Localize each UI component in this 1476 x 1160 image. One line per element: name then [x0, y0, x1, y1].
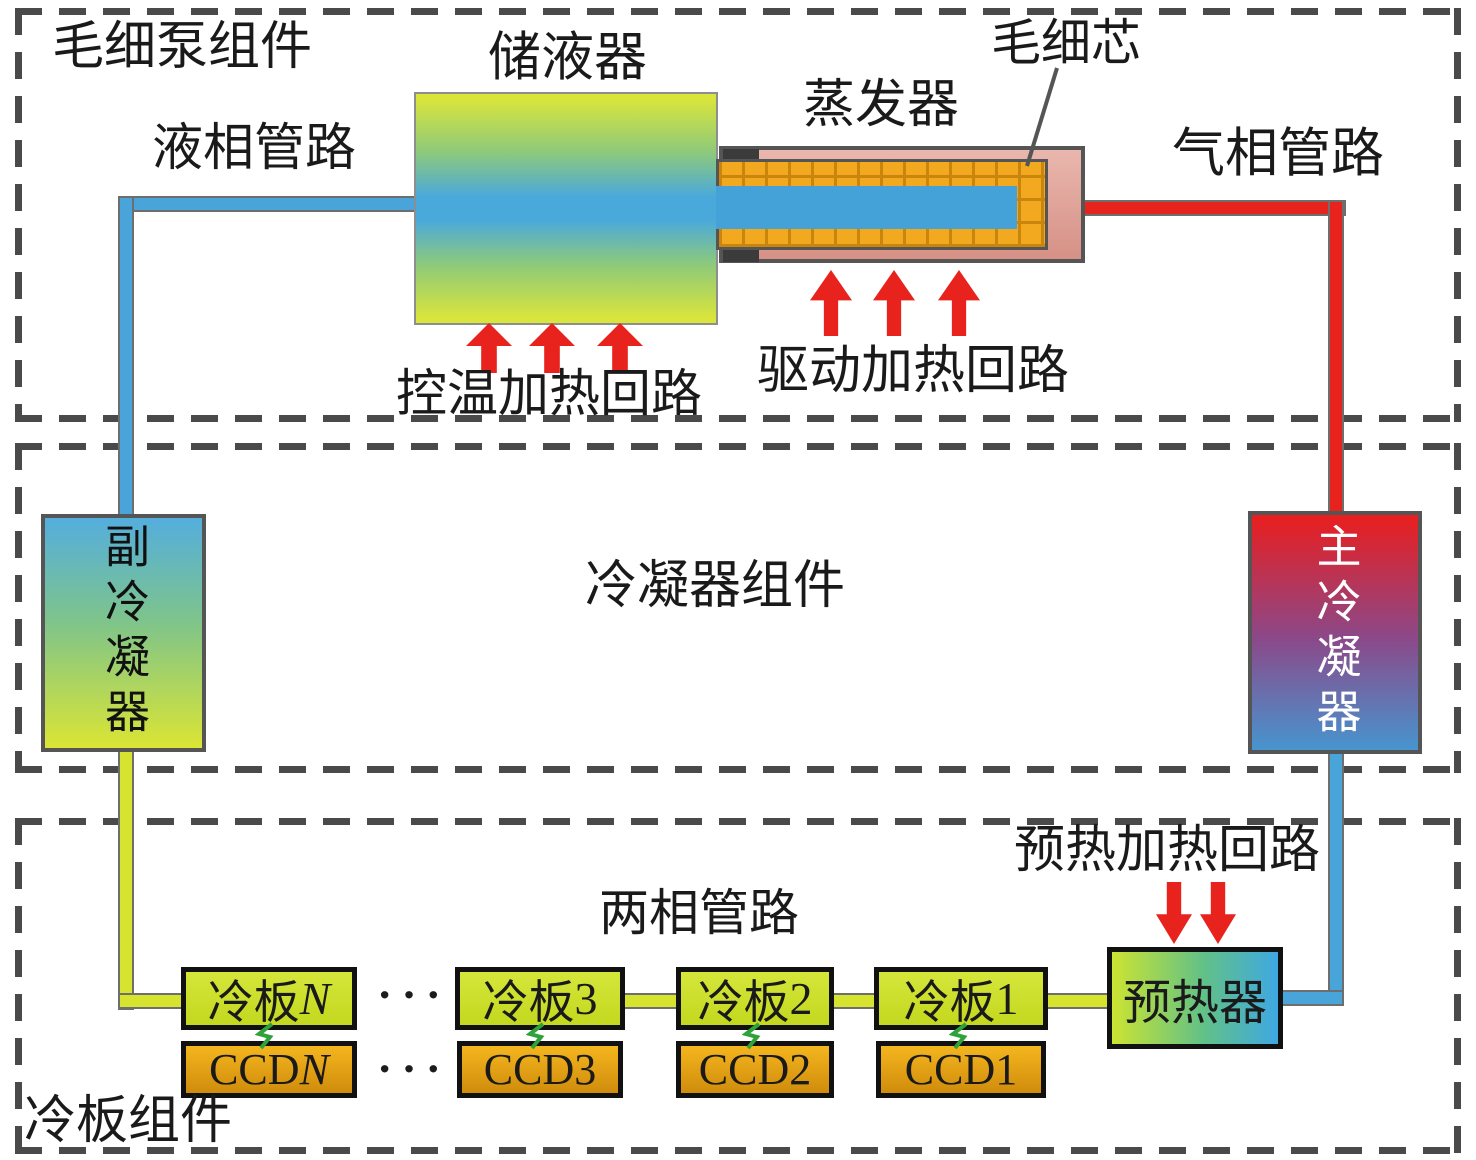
cold-plate-3: 冷板 3: [455, 967, 625, 1030]
condenser-assembly-label: 冷凝器组件: [585, 558, 846, 615]
wick-label: 毛细芯: [991, 15, 1141, 71]
lightning-icon-N: [255, 1022, 274, 1050]
evaporator-cap-top: [723, 149, 759, 162]
main-condenser: 主冷凝器: [1248, 511, 1422, 754]
ccd-3: CCD 3: [457, 1041, 623, 1098]
preheater-inlet-pipe: [1278, 990, 1344, 1006]
ccd-3-label: CCD: [483, 1045, 575, 1094]
liquid-line-vertical-pipe: [118, 196, 134, 516]
cold-plate-N-label: 冷板: [207, 976, 300, 1028]
cold-plate-3-num: 3: [574, 973, 598, 1024]
liquid-line-horizontal-pipe: [118, 196, 418, 212]
ccd-2-num: 2: [789, 1045, 812, 1094]
ccd-3-num: 3: [574, 1045, 597, 1094]
plate-preheater-link-pipe: [1044, 993, 1110, 1009]
liquid-core: [716, 186, 1017, 229]
lightning-icon-3: [526, 1022, 545, 1050]
cold-plate-1: 冷板 1: [874, 967, 1048, 1030]
reservoir-label: 储液器: [488, 29, 647, 87]
condenser-section: [15, 443, 1461, 773]
cold-plate-2-num: 2: [789, 973, 813, 1024]
sub-condenser: 副冷凝器: [41, 514, 206, 752]
evaporator-cap-bottom: [723, 249, 759, 262]
vapor-line-label: 气相管路: [1172, 125, 1384, 183]
sub-condenser-outlet-pipe: [118, 748, 134, 1010]
preheater: 预热器: [1107, 947, 1283, 1049]
plate-link-pipe-3-2: [620, 993, 680, 1009]
drive-heating-label: 驱动加热回路: [757, 343, 1070, 400]
two-phase-line-label: 两相管路: [599, 885, 799, 941]
ellipsis-plates: ···: [377, 969, 451, 1020]
wick-pointer-line: [1025, 67, 1059, 167]
ccd-1-label: CCD: [904, 1045, 996, 1094]
ccd-N-num: N: [299, 1045, 329, 1094]
vapor-line-horizontal-pipe: [1046, 200, 1346, 216]
cold-plate-2: 冷板 2: [676, 967, 834, 1030]
cold-plate-3-label: 冷板: [482, 976, 575, 1028]
cold-plate-1-label: 冷板: [903, 976, 996, 1028]
reservoir: [414, 92, 718, 325]
cold-plate-2-label: 冷板: [697, 976, 790, 1028]
vapor-line-vertical-pipe: [1328, 200, 1344, 515]
liquid-line-label: 液相管路: [152, 121, 357, 177]
lightning-icon-1: [949, 1022, 968, 1050]
preheater-label: 预热器: [1122, 977, 1267, 1030]
cold-plate-feed-pipe: [118, 993, 184, 1009]
ccd-2: CCD 2: [676, 1041, 834, 1098]
ccd-2-label: CCD: [698, 1045, 790, 1094]
cold-plate-assembly-label: 冷板组件: [24, 1093, 233, 1150]
cold-plate-1-num: 1: [995, 973, 1019, 1024]
ccd-1: CCD 1: [876, 1041, 1046, 1098]
ccd-N-label: CCD: [209, 1045, 300, 1094]
plate-link-pipe-2-1: [830, 993, 878, 1009]
ccd-1-num: 1: [995, 1045, 1018, 1094]
evaporator-label: 蒸发器: [803, 77, 960, 134]
ccd-N: CCD N: [181, 1041, 357, 1098]
lightning-icon-2: [742, 1022, 761, 1050]
ellipsis-ccds: ···: [377, 1043, 451, 1094]
main-condenser-label: 主冷凝器: [1309, 522, 1360, 743]
sub-condenser-label: 副冷凝器: [98, 523, 148, 743]
cold-plate-N-num: N: [299, 973, 331, 1024]
cold-plate-N: 冷板 N: [181, 967, 357, 1030]
preheat-loop-label: 预热加热回路: [1014, 823, 1321, 879]
control-heating-label: 控温加热回路: [396, 367, 703, 423]
main-condenser-outlet-pipe: [1328, 748, 1344, 1006]
capillary-pump-section-label: 毛细泵组件: [52, 19, 313, 76]
